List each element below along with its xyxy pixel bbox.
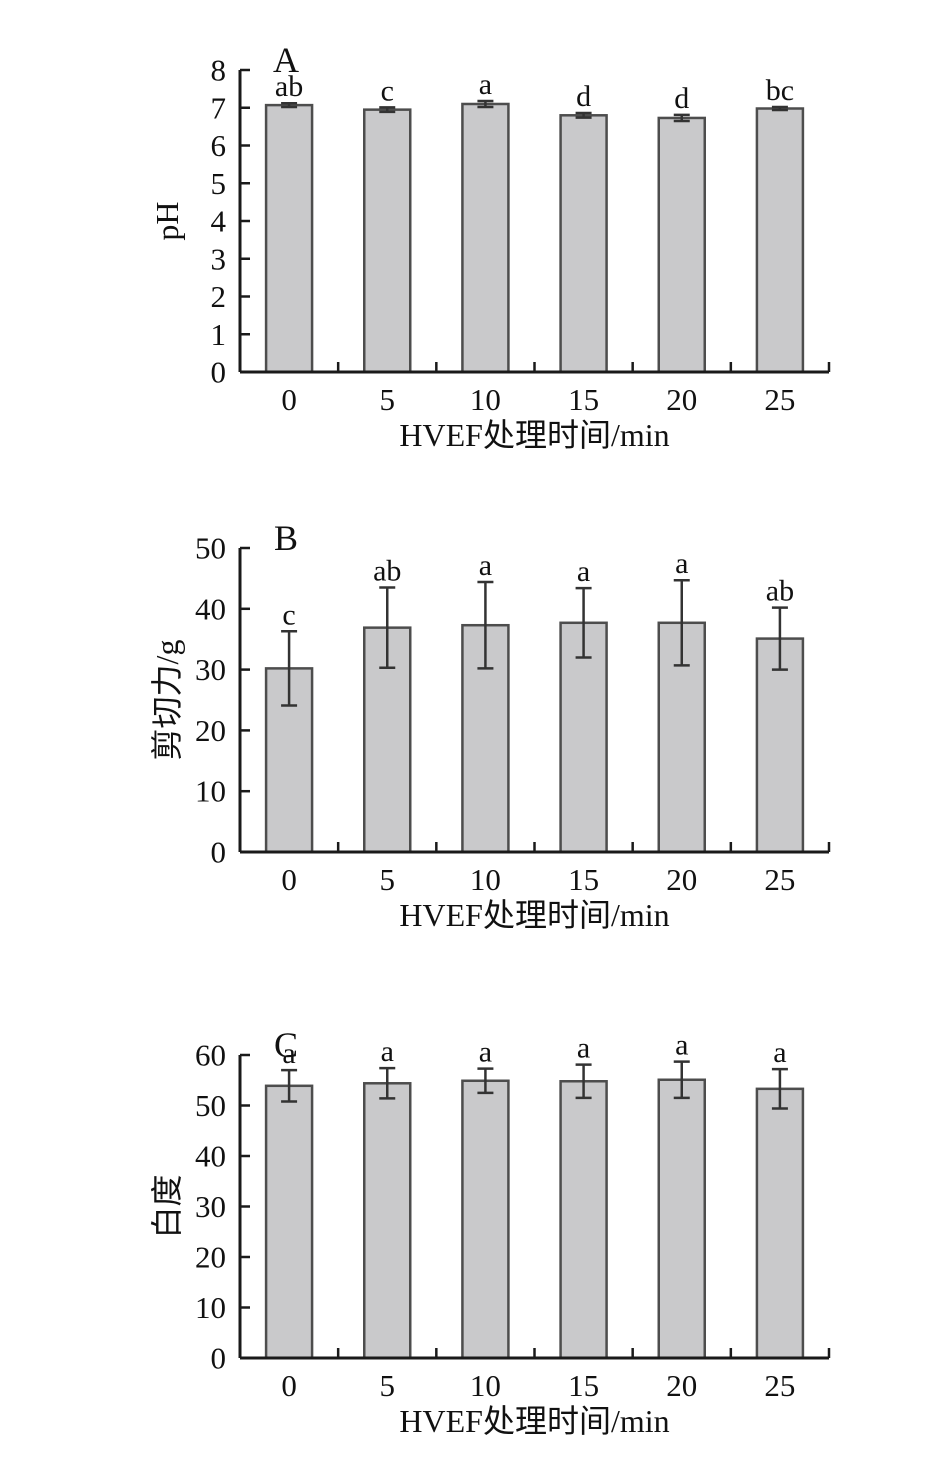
sig-letter: a bbox=[675, 547, 688, 580]
bar bbox=[264, 103, 314, 374]
panel-letter: B bbox=[274, 518, 298, 558]
y-tick-label: 20 bbox=[195, 1240, 226, 1275]
y-tick-label: 50 bbox=[195, 531, 226, 566]
y-tick-label: 0 bbox=[211, 355, 227, 390]
chart-B-svg: c ab a a a ab 0 10 20 30 40 50 0 5 10 15 20 25 HVEF处理时间/mi… bbox=[149, 518, 831, 933]
y-tick-label: 7 bbox=[211, 90, 227, 125]
x-axis-title: HVEF处理时间/min bbox=[399, 1403, 669, 1439]
sig-letter: d bbox=[576, 80, 591, 113]
sig-letter: a bbox=[479, 549, 492, 582]
sig-letter: c bbox=[282, 598, 295, 631]
bar bbox=[559, 621, 608, 854]
x-tick-label: 15 bbox=[568, 382, 599, 417]
y-axis-title: 白度 bbox=[149, 1174, 185, 1238]
bar bbox=[755, 637, 805, 854]
y-tick-label: 8 bbox=[211, 53, 227, 88]
chart-panel-C: a a a a a a 0 10 20 30 40 50 60 0 5 10 15 20 25 HVEF处理时间/mi… bbox=[0, 972, 936, 1458]
x-tick-label: 5 bbox=[380, 1368, 396, 1403]
sig-letter: a bbox=[282, 1037, 295, 1070]
y-tick-label: 5 bbox=[211, 166, 227, 201]
y-tick-label: 0 bbox=[211, 1341, 227, 1376]
x-tick-label: 5 bbox=[380, 862, 396, 897]
sig-letter: d bbox=[674, 82, 689, 115]
sig-letter: bc bbox=[766, 74, 794, 107]
sig-letter: a bbox=[577, 1032, 590, 1065]
x-tick-label: 10 bbox=[470, 382, 501, 417]
x-tick-label: 5 bbox=[380, 382, 396, 417]
bar bbox=[755, 1087, 805, 1360]
bar bbox=[559, 114, 608, 374]
sig-letter: a bbox=[675, 1029, 688, 1062]
bar bbox=[657, 116, 706, 374]
y-tick-label: 30 bbox=[195, 1189, 226, 1224]
bar bbox=[461, 102, 510, 374]
panel-letter: A bbox=[273, 40, 299, 80]
y-tick-label: 10 bbox=[195, 774, 226, 809]
x-tick-label: 0 bbox=[281, 1368, 297, 1403]
x-tick-label: 25 bbox=[764, 862, 795, 897]
bar bbox=[264, 1084, 314, 1360]
sig-letter: ab bbox=[373, 555, 401, 588]
sig-letter: a bbox=[479, 1036, 492, 1069]
x-tick-label: 15 bbox=[568, 862, 599, 897]
panel-letter: C bbox=[274, 1025, 298, 1065]
y-tick-label: 40 bbox=[195, 1139, 226, 1174]
x-tick-label: 25 bbox=[764, 1368, 795, 1403]
y-tick-label: 20 bbox=[195, 713, 226, 748]
x-axis-title: HVEF处理时间/min bbox=[399, 897, 669, 933]
sig-letter: c bbox=[381, 74, 394, 107]
x-tick-label: 20 bbox=[666, 862, 697, 897]
sig-letter: a bbox=[381, 1035, 394, 1068]
bar bbox=[461, 1079, 510, 1360]
sig-letter: a bbox=[577, 555, 590, 588]
sig-letter: a bbox=[479, 68, 492, 101]
y-tick-label: 30 bbox=[195, 652, 226, 687]
sig-letter: ab bbox=[275, 70, 303, 103]
sig-letter: ab bbox=[766, 575, 794, 608]
y-tick-label: 60 bbox=[195, 1038, 226, 1073]
x-tick-label: 10 bbox=[470, 862, 501, 897]
bar bbox=[363, 1082, 412, 1360]
y-axis-title: pH bbox=[149, 201, 185, 240]
bar bbox=[755, 107, 805, 374]
x-tick-label: 0 bbox=[281, 862, 297, 897]
y-tick-label: 4 bbox=[211, 204, 227, 239]
y-tick-label: 1 bbox=[211, 317, 227, 352]
chart-panel-A: ab c a d d bc 0 1 2 3 4 5 6 7 8 0 5 10 15 20 25 HVEF处理时间/min p… bbox=[0, 0, 936, 486]
sig-letter: a bbox=[773, 1036, 786, 1069]
x-tick-label: 15 bbox=[568, 1368, 599, 1403]
y-tick-label: 0 bbox=[211, 835, 227, 870]
bar bbox=[363, 108, 412, 374]
y-tick-label: 50 bbox=[195, 1088, 226, 1123]
y-axis-title: 剪切力/g bbox=[149, 640, 185, 761]
bar bbox=[559, 1080, 608, 1360]
x-axis-title: HVEF处理时间/min bbox=[399, 417, 669, 453]
x-tick-label: 20 bbox=[666, 382, 697, 417]
bar bbox=[657, 1078, 706, 1360]
x-tick-label: 20 bbox=[666, 1368, 697, 1403]
x-tick-label: 25 bbox=[764, 382, 795, 417]
y-tick-label: 40 bbox=[195, 591, 226, 626]
chart-C-svg: a a a a a a 0 10 20 30 40 50 60 0 5 10 15 20 25 HVEF处理时间/mi… bbox=[149, 1025, 831, 1439]
y-tick-label: 3 bbox=[211, 241, 227, 276]
chart-panel-B: c ab a a a ab 0 10 20 30 40 50 0 5 10 15 20 25 HVEF处理时间/mi… bbox=[0, 486, 936, 972]
x-tick-label: 10 bbox=[470, 1368, 501, 1403]
y-tick-label: 10 bbox=[195, 1290, 226, 1325]
x-tick-label: 0 bbox=[281, 382, 297, 417]
y-tick-label: 2 bbox=[211, 279, 227, 314]
y-tick-label: 6 bbox=[211, 128, 227, 163]
